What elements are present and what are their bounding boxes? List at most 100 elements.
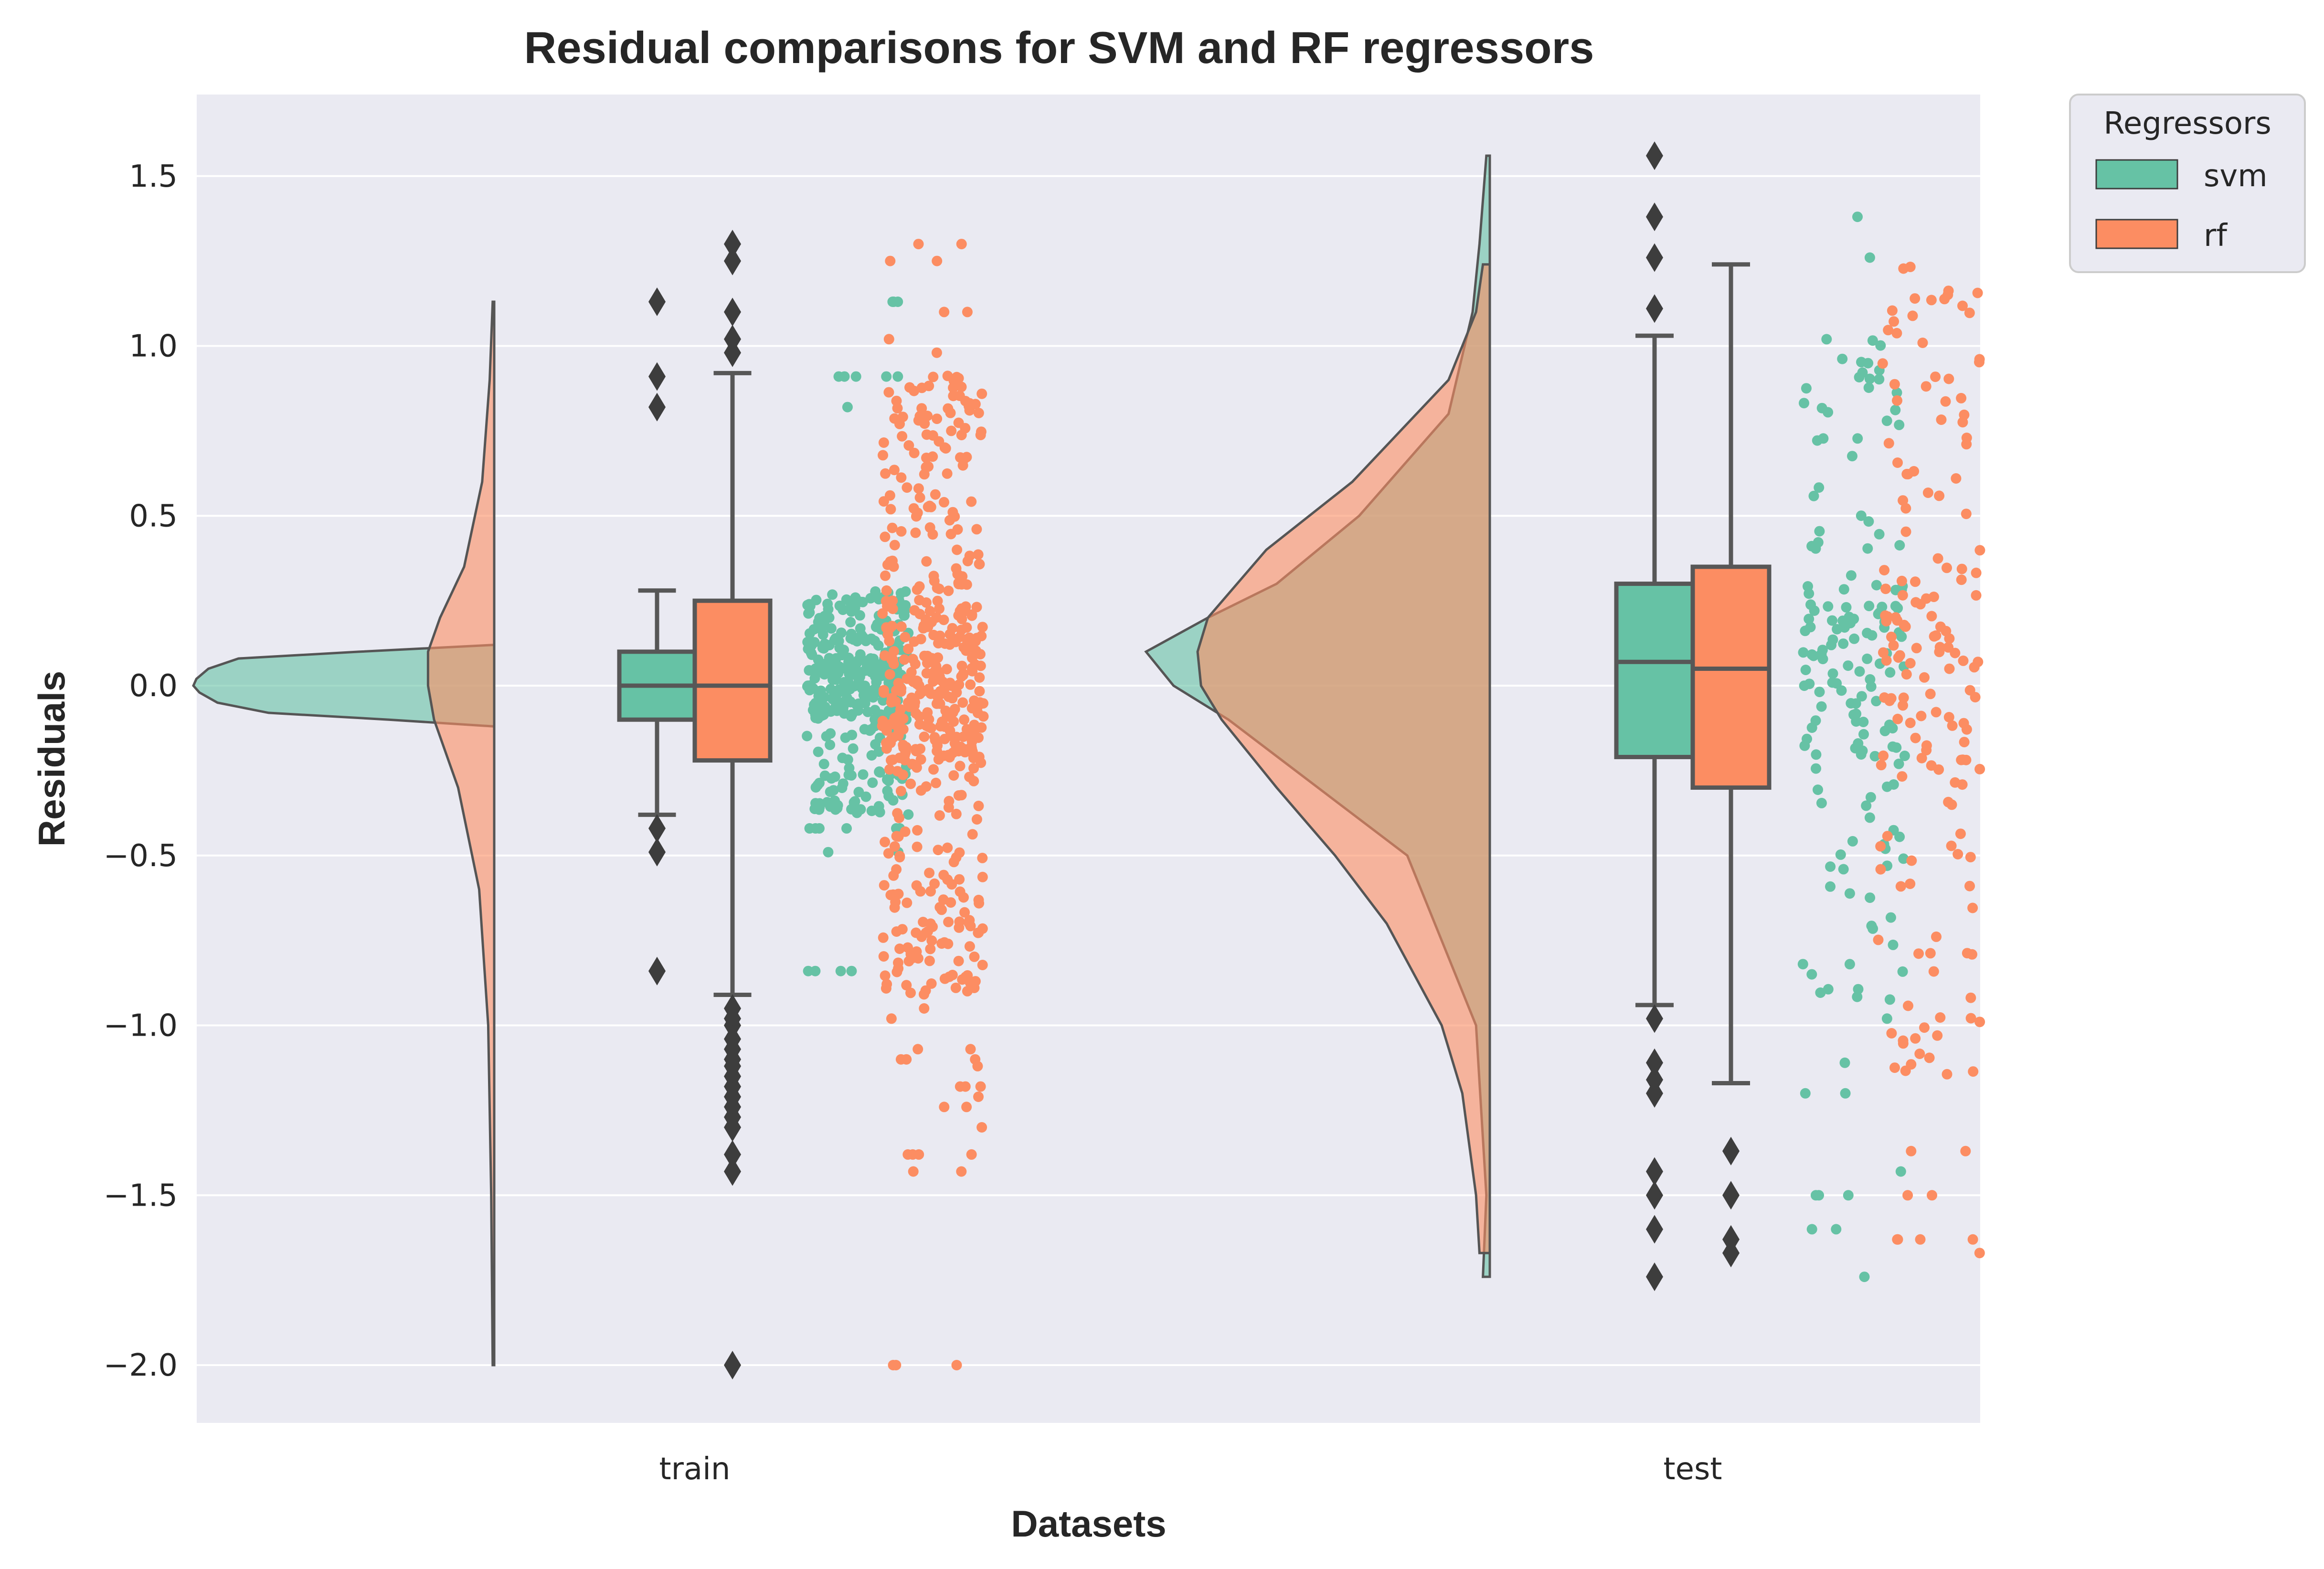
strip-point-svm-test (1897, 966, 1908, 977)
strip-point-rf-train (976, 426, 987, 437)
strip-point-rf-train (926, 653, 937, 664)
strip-point-rf-train (943, 750, 954, 761)
strip-point-rf-test (1919, 672, 1930, 683)
strip-point-svm-test (1852, 433, 1863, 444)
strip-point-rf-train (928, 764, 939, 775)
strip-point-rf-train (938, 894, 949, 905)
strip-point-rf-train (917, 686, 928, 697)
strip-point-rf-train (931, 777, 942, 788)
strip-point-svm-train (830, 674, 841, 685)
strip-point-rf-test (1971, 567, 1982, 578)
strip-point-rf-train (914, 581, 925, 592)
strip-point-svm-train (827, 663, 838, 673)
strip-point-rf-test (1910, 293, 1921, 304)
strip-point-svm-test (1867, 335, 1878, 346)
strip-point-rf-train (978, 711, 989, 722)
strip-point-rf-test (1925, 689, 1936, 700)
strip-point-svm-train (854, 610, 865, 621)
strip-point-rf-train (912, 825, 923, 836)
strip-point-svm-test (1811, 749, 1822, 760)
strip-point-rf-test (1931, 931, 1942, 942)
strip-point-rf-test (1974, 1017, 1985, 1028)
strip-point-rf-train (955, 1081, 966, 1092)
outlier-svm-train (648, 362, 666, 391)
strip-point-svm-test (1885, 912, 1896, 923)
strip-point-svm-train (841, 823, 852, 834)
strip-point-svm-test (1894, 831, 1905, 842)
outlier-svm-test (1646, 1262, 1663, 1292)
strip-point-svm-test (1863, 516, 1874, 527)
strip-point-rf-train (901, 980, 912, 991)
strip-point-rf-train (879, 880, 890, 891)
strip-point-rf-test (1892, 395, 1902, 406)
strip-point-rf-test (1897, 590, 1908, 601)
strip-point-rf-train (901, 742, 912, 753)
strip-point-rf-train (967, 829, 978, 840)
strip-point-rf-train (934, 583, 944, 594)
strip-point-svm-test (1826, 639, 1837, 650)
strip-point-rf-test (1915, 1234, 1926, 1245)
x-tick-label: test (1664, 1452, 1722, 1487)
strip-point-svm-test (1811, 763, 1821, 774)
strip-point-rf-test (1961, 433, 1972, 443)
strip-point-svm-test (1864, 252, 1875, 263)
strip-point-svm-train (845, 617, 856, 627)
strip-point-rf-train (891, 1360, 902, 1370)
strip-point-svm-test (1871, 696, 1882, 707)
strip-point-rf-test (1910, 597, 1921, 608)
strip-point-rf-train (893, 726, 904, 737)
strip-point-svm-train (803, 965, 814, 976)
strip-point-rf-train (919, 989, 929, 1000)
strip-point-svm-test (1866, 921, 1877, 932)
strip-point-svm-test (1854, 666, 1865, 677)
strip-point-rf-train (954, 874, 965, 885)
strip-point-svm-test (1888, 779, 1899, 790)
strip-point-rf-train (966, 1149, 977, 1160)
strip-point-rf-train (911, 762, 922, 773)
strip-point-rf-train (973, 927, 984, 938)
strip-point-rf-test (1940, 396, 1951, 407)
strip-point-svm-test (1798, 647, 1809, 658)
strip-point-svm-train (841, 692, 852, 703)
strip-point-rf-train (896, 472, 907, 483)
strip-point-rf-test (1875, 841, 1886, 852)
strip-point-rf-train (931, 347, 942, 358)
strip-point-svm-train (813, 746, 824, 757)
strip-point-rf-train (916, 382, 927, 393)
boxplots (617, 141, 1772, 1380)
strip-point-rf-train (889, 841, 900, 852)
strip-point-rf-train (895, 1054, 906, 1065)
strip-point-rf-train (880, 468, 891, 479)
strip-point-svm-test (1823, 601, 1834, 612)
strip-point-svm-test (1881, 415, 1892, 426)
strip-point-svm-test (1885, 667, 1896, 678)
strip-point-rf-test (1898, 692, 1909, 703)
strip-point-rf-test (1950, 777, 1961, 788)
strip-point-svm-test (1858, 729, 1869, 740)
strip-point-rf-train (889, 465, 900, 476)
strip-point-svm-train (837, 783, 848, 793)
strip-point-rf-train (964, 941, 975, 952)
strip-point-rf-train (894, 850, 905, 861)
strip-point-rf-train (977, 852, 988, 863)
strip-point-rf-test (1968, 1066, 1979, 1077)
strip-point-rf-train (902, 897, 913, 908)
strip-point-rf-test (1930, 371, 1941, 382)
strip-point-rf-train (883, 848, 894, 859)
strip-point-rf-train (902, 673, 913, 684)
strip-point-rf-train (967, 636, 978, 647)
strip-point-rf-train (886, 734, 897, 745)
strip-point-svm-test (1825, 881, 1836, 892)
outlier-svm-test (1646, 294, 1663, 323)
strip-point-rf-test (1916, 753, 1927, 763)
strip-point-rf-train (964, 772, 975, 783)
strip-point-rf-train (911, 946, 922, 957)
strip-point-rf-test (1906, 1145, 1917, 1156)
strip-point-rf-test (1932, 553, 1943, 564)
strip-point-rf-train (930, 489, 941, 500)
strip-point-svm-train (865, 593, 876, 604)
strip-point-svm-test (1843, 660, 1854, 671)
strip-point-rf-train (909, 447, 920, 458)
strip-point-rf-train (932, 595, 943, 606)
strip-point-svm-test (1810, 715, 1821, 726)
